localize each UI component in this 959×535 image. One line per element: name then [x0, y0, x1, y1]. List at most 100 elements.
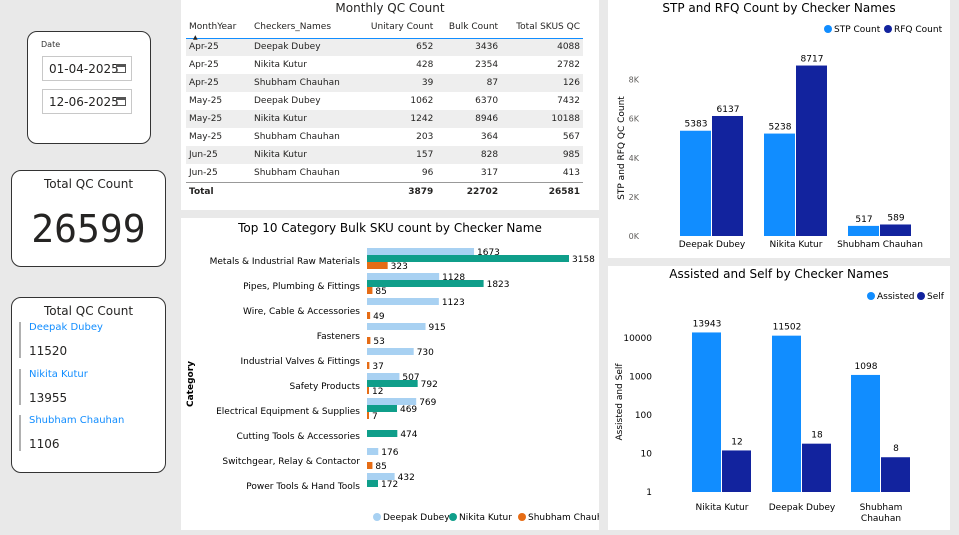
legend-marker: [373, 513, 381, 521]
x-tick-label: Nikita Kutur: [696, 503, 749, 513]
table-cell: Shubham Chauhan: [254, 132, 340, 142]
table-cell: 26581: [501, 181, 583, 201]
table-row[interactable]: May-25 Shubham Chauhan 203 364 567: [186, 128, 583, 146]
table-cell: 7432: [557, 96, 580, 106]
column-header-checkers[interactable]: Checkers_Names: [251, 16, 356, 39]
data-label: 769: [419, 398, 436, 408]
y-tick-label: 1000: [629, 373, 652, 383]
bar: [712, 115, 743, 236]
total-qc-multirow-card: Total QC Count Deepak Dubey 11520 Nikita…: [11, 297, 166, 473]
y-tick-label: Safety Products: [289, 382, 360, 392]
column-header-unitary[interactable]: Unitary Count: [356, 16, 437, 39]
legend-marker: [824, 25, 832, 33]
bar: [367, 405, 397, 412]
end-date-input[interactable]: 12-06-2025: [42, 89, 132, 114]
legend-label: Self: [927, 292, 945, 302]
y-tick-label: 8K: [629, 76, 640, 85]
table-row[interactable]: Jun-25 Shubham Chauhan 96 317 413: [186, 164, 583, 182]
table-cell: May-25: [189, 132, 223, 142]
y-tick-label: 2K: [629, 193, 640, 202]
data-label: 5383: [685, 120, 708, 130]
table-cell: 567: [562, 132, 580, 142]
bar: [367, 255, 569, 262]
table-cell: 157: [356, 146, 437, 164]
column-header-total-skus[interactable]: Total SKUS QC: [501, 16, 583, 39]
column-header-bulk[interactable]: Bulk Count: [436, 16, 502, 39]
y-tick-label: Pipes, Plumbing & Fittings: [243, 282, 360, 292]
multirow-title: Total QC Count: [43, 304, 134, 318]
data-label: 1098: [855, 362, 878, 372]
table-cell: Nikita Kutur: [251, 110, 356, 128]
y-axis-label: Category: [186, 361, 196, 407]
y-axis-label: STP and RFQ QC Count: [617, 96, 627, 200]
table-row[interactable]: Apr-25 Nikita Kutur 428 2354 2782: [186, 56, 583, 74]
assisted-self-chart: Assisted and Self by Checker Names Assist…: [615, 267, 945, 524]
legend-marker: [917, 292, 925, 300]
bar: [880, 224, 911, 236]
data-label: 1123: [442, 298, 465, 308]
start-date-value: 01-04-2025: [49, 61, 119, 76]
y-tick-label: Power Tools & Hand Tools: [246, 482, 360, 492]
data-label: 8717: [801, 55, 824, 65]
legend-label: Shubham Chauhan: [528, 513, 599, 523]
x-tick-label: Deepak Dubey: [679, 240, 746, 250]
y-tick-label: Electrical Equipment & Supplies: [216, 407, 360, 417]
table-title: Monthly QC Count: [335, 1, 445, 15]
data-label: 18: [811, 431, 823, 441]
kpi-value: 26599: [31, 207, 146, 251]
calendar-icon[interactable]: [116, 64, 126, 73]
sort-arrow-icon: ▲: [193, 34, 198, 41]
column-header-monthyear[interactable]: MonthYear ▲: [186, 16, 251, 41]
table-cell: 428: [416, 60, 434, 70]
bar: [367, 362, 370, 369]
multirow-item: Nikita Kutur 13955: [19, 369, 149, 405]
data-label: 3158: [572, 255, 595, 265]
table-row[interactable]: Jun-25 Nikita Kutur 157 828 985: [186, 146, 583, 164]
data-label: 915: [429, 323, 446, 333]
calendar-icon[interactable]: [116, 97, 126, 106]
bar: [367, 262, 388, 269]
y-tick-label: 100: [635, 411, 652, 421]
multirow-item-name: Shubham Chauhan: [29, 415, 125, 426]
x-tick-label: Shubham Chauhan: [837, 240, 923, 250]
multirow-item-name: Nikita Kutur: [29, 369, 88, 380]
data-label: 469: [400, 405, 417, 415]
data-label: 589: [887, 213, 904, 223]
bar: [692, 332, 721, 492]
data-label: 85: [375, 462, 386, 472]
multirow-item-value: 13955: [29, 391, 68, 405]
chart-title: Top 10 Category Bulk SKU count by Checke…: [237, 221, 542, 235]
table-cell: Apr-25: [186, 74, 251, 92]
data-label: 507: [402, 373, 419, 383]
x-tick-label: Chauhan: [861, 514, 901, 524]
data-label: 5238: [769, 123, 792, 133]
y-axis-label: Assisted and Self: [615, 363, 625, 441]
bar: [367, 298, 439, 305]
table-cell: Total: [186, 181, 251, 201]
table-cell: Nikita Kutur: [251, 146, 356, 164]
table-cell: 3879: [356, 181, 437, 201]
table-cell: 364: [480, 132, 499, 142]
y-tick-label: Switchgear, Relay & Contactor: [222, 457, 360, 467]
table-cell: 828: [436, 146, 502, 164]
table-cell: Nikita Kutur: [254, 60, 307, 70]
multirow-item-name: Deepak Dubey: [29, 322, 103, 333]
table-cell: 1242: [356, 110, 437, 128]
bar: [367, 287, 373, 294]
legend-marker: [867, 292, 875, 300]
legend-marker: [884, 25, 892, 33]
bar: [764, 133, 795, 236]
table-row[interactable]: May-25 Deepak Dubey 1062 6370 7432: [186, 92, 583, 110]
data-label: 1673: [477, 248, 500, 258]
table-row[interactable]: Apr-25 Shubham Chauhan 39 87 126: [186, 74, 583, 92]
start-date-input[interactable]: 01-04-2025: [42, 56, 132, 81]
table-row[interactable]: May-25 Nikita Kutur 1242 8946 10188: [186, 110, 583, 128]
date-slicer-label: Date: [41, 40, 61, 49]
data-label: 12: [372, 387, 383, 397]
data-label: 792: [421, 380, 438, 390]
table-cell: 22702: [436, 181, 502, 201]
table-cell: 3436: [436, 38, 502, 56]
data-label: 49: [373, 312, 385, 322]
table-row[interactable]: Apr-25 Deepak Dubey 652 3436 4088: [186, 38, 583, 56]
table-cell: 203: [416, 132, 434, 142]
